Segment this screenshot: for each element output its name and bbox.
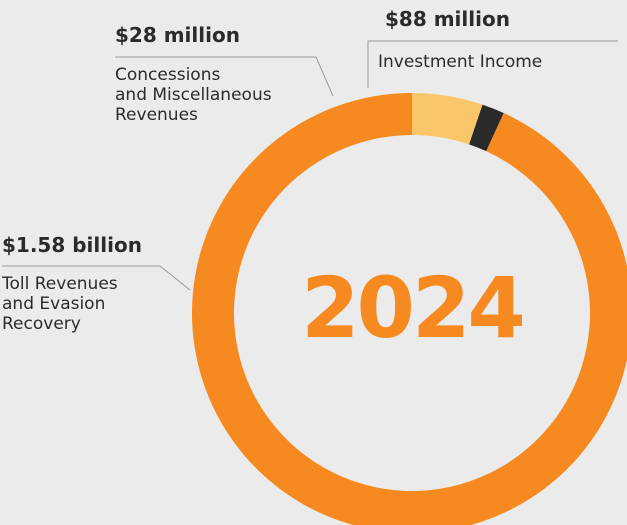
- category-label-0-line-1: and Evasion: [2, 294, 105, 314]
- category-label-1-line-2: Revenues: [115, 105, 198, 125]
- category-label-1-line-0: Concessions: [115, 65, 220, 85]
- category-label-1-line-1: and Miscellaneous: [115, 85, 272, 105]
- category-label-0-line-2: Recovery: [2, 314, 81, 334]
- donut-slice-2: [412, 93, 483, 145]
- leader-line-2: [367, 40, 618, 88]
- donut-slice-1: [469, 104, 504, 152]
- leader-line-0: [2, 265, 191, 291]
- category-label-2-line-0: Investment Income: [378, 52, 542, 72]
- center-year-label: 2024: [301, 259, 523, 357]
- leader-line-1: [115, 56, 334, 97]
- donut-slices: [192, 93, 627, 525]
- category-label-0-line-0: Toll Revenues: [1, 274, 118, 294]
- value-label-0: $1.58 billion: [2, 233, 142, 257]
- leader-lines: [2, 40, 618, 291]
- value-label-1: $28 million: [115, 23, 240, 47]
- value-label-2: $88 million: [385, 7, 510, 31]
